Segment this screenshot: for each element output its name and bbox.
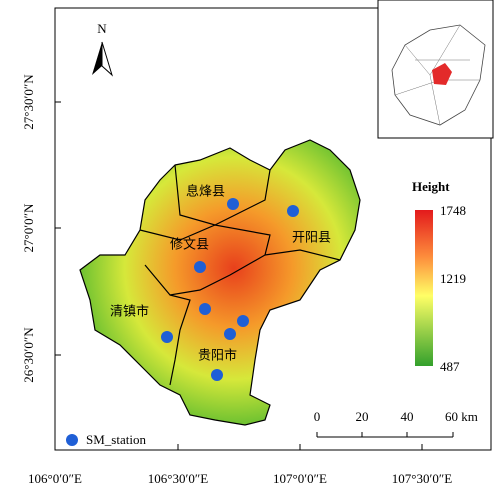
x-label: 107°30′0″E: [392, 471, 452, 486]
region-label: 清镇市: [110, 304, 149, 320]
scale-label: 60 km: [445, 409, 478, 424]
region-label: 修文县: [170, 238, 209, 253]
legend-max: 1748: [440, 203, 466, 218]
scale-label: 20: [356, 409, 369, 424]
x-label: 106°30′0″E: [148, 471, 208, 486]
scale-label: 0: [314, 409, 321, 424]
station-legend-label: SM_station: [86, 432, 146, 447]
x-label: 107°0′0″E: [273, 471, 327, 486]
x-label: 106°0′0″E: [28, 471, 82, 486]
legend-min: 487: [440, 359, 460, 374]
inset-map: [378, 0, 493, 138]
y-label: 26°30′0″N: [21, 327, 36, 383]
y-label: 27°30′0″N: [21, 74, 36, 130]
colorbar: [415, 210, 433, 366]
study-area: [80, 140, 360, 425]
north-arrow: [92, 42, 112, 75]
y-label: 27°0′0″N: [21, 203, 36, 252]
legend-mid: 1219: [440, 271, 466, 286]
station-legend-marker: [66, 434, 78, 446]
north-label: N: [97, 21, 107, 36]
legend-title: Height: [412, 179, 450, 194]
scale-label: 40: [401, 409, 414, 424]
region-label: 贵阳市: [198, 348, 237, 364]
scale-bar: [317, 432, 453, 437]
region-label: 开阳县: [292, 231, 331, 246]
region-label: 息烽县: [186, 184, 225, 200]
map-figure: 息烽县 开阳县 修文县 清镇市 贵阳市 N Height 1748 1219 4…: [0, 0, 494, 492]
